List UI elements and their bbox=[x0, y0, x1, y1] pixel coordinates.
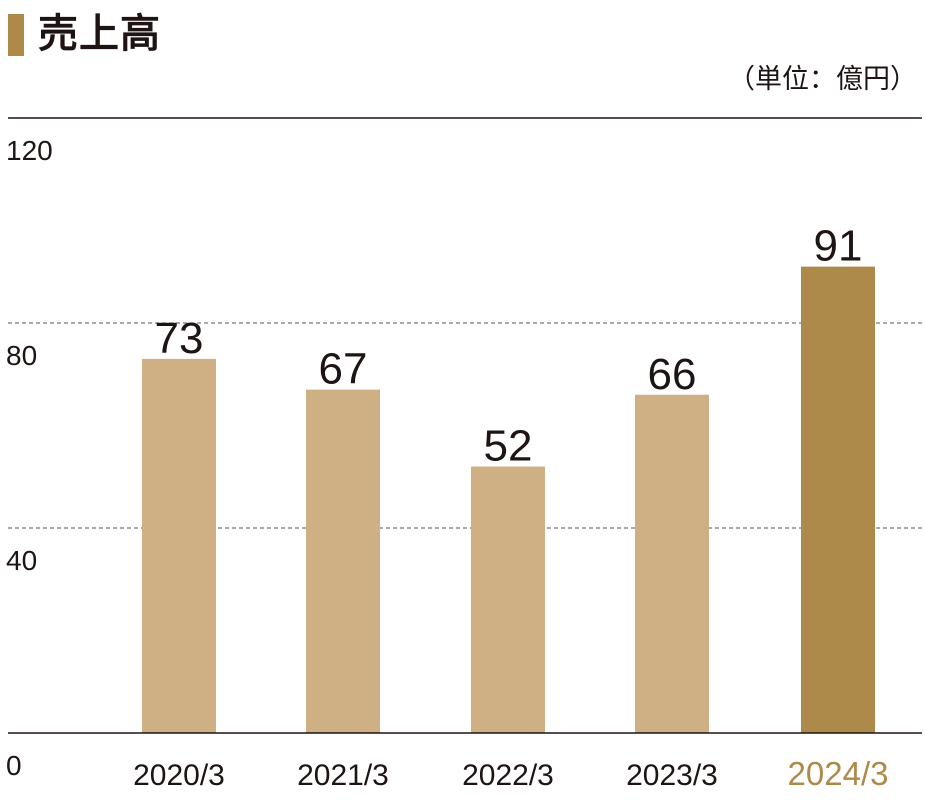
data-label: 66 bbox=[648, 350, 697, 399]
chart-title: 売上高 bbox=[38, 11, 161, 57]
y-tick-label: 0 bbox=[6, 750, 22, 781]
data-label: 91 bbox=[814, 222, 863, 271]
bars bbox=[142, 266, 875, 733]
axis-lines bbox=[8, 117, 922, 734]
x-tick-label: 2021/3 bbox=[297, 759, 389, 792]
title-accent-bar bbox=[8, 14, 24, 56]
data-label: 67 bbox=[319, 345, 368, 394]
y-tick-label: 80 bbox=[6, 340, 37, 371]
data-label: 52 bbox=[484, 422, 533, 471]
data-label: 73 bbox=[155, 314, 204, 363]
y-tick-label: 120 bbox=[6, 135, 53, 166]
bar-2021-3 bbox=[306, 389, 380, 733]
bar-2024-3 bbox=[801, 266, 875, 733]
value-labels: 73 67 52 66 91 bbox=[155, 222, 863, 471]
gridlines bbox=[8, 322, 922, 529]
x-tick-label: 2024/3 bbox=[788, 755, 889, 792]
bar-2022-3 bbox=[471, 466, 545, 733]
unit-label: （単位：億円） bbox=[728, 64, 917, 95]
y-tick-labels: 0 40 80 120 bbox=[6, 135, 53, 781]
x-tick-label: 2020/3 bbox=[133, 759, 225, 792]
bar-2020-3 bbox=[142, 358, 216, 733]
x-tick-labels: 2020/3 2021/3 2022/3 2023/3 2024/3 bbox=[133, 755, 888, 792]
bar-2023-3 bbox=[635, 394, 709, 733]
y-tick-label: 40 bbox=[6, 545, 37, 576]
x-tick-label: 2023/3 bbox=[626, 759, 718, 792]
x-tick-label: 2022/3 bbox=[462, 759, 554, 792]
